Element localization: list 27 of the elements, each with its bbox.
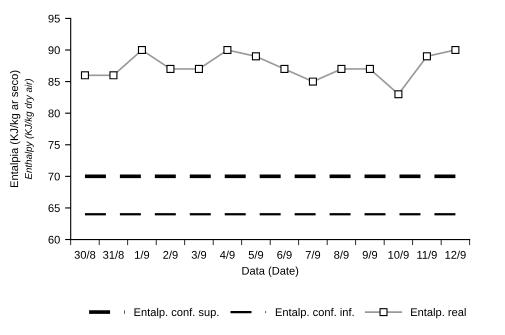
x-tick-label: 1/9: [135, 250, 150, 259]
y-tick-label: 65: [48, 204, 60, 212]
x-tick-label: 3/9: [192, 250, 206, 259]
x-axis-title: Data (Date): [242, 266, 298, 277]
y-tick-label: 80: [48, 109, 60, 118]
y-tick-label: 90: [48, 46, 60, 54]
x-tick-label: 31/8: [103, 250, 124, 259]
legend-label: Entalp. conf. sup.: [134, 308, 218, 318]
x-tick-label: 11/9: [417, 250, 437, 259]
legend-label: Entalp. conf. inf.: [276, 308, 354, 318]
x-tick-label: 6/9: [277, 250, 292, 259]
x-tick-label: 2/9: [163, 250, 178, 259]
x-tick-label: 30/8: [74, 250, 96, 259]
x-tick-label: 9/9: [362, 250, 378, 259]
x-tick-label: 7/9: [306, 250, 320, 259]
x-tick-label: 10/9: [388, 250, 409, 259]
y-tick-label: 70: [48, 172, 60, 180]
y-axis-title: Entalpia (KJ/kg ar seco) Enthalpy (KJ/kg dry air): [10, 70, 34, 188]
x-tick-label: 8/9: [334, 250, 349, 259]
x-tick-label: 5/9: [248, 250, 264, 259]
x-tick-label: 4/9: [220, 250, 235, 259]
y-tick-label: 85: [48, 78, 60, 86]
x-tick-label: 12/9: [445, 250, 466, 259]
y-tick-label: 95: [48, 14, 60, 23]
y-tick-label: 60: [48, 236, 60, 244]
legend-label: Entalp. real: [411, 308, 466, 318]
y-tick-label: 75: [48, 141, 60, 149]
